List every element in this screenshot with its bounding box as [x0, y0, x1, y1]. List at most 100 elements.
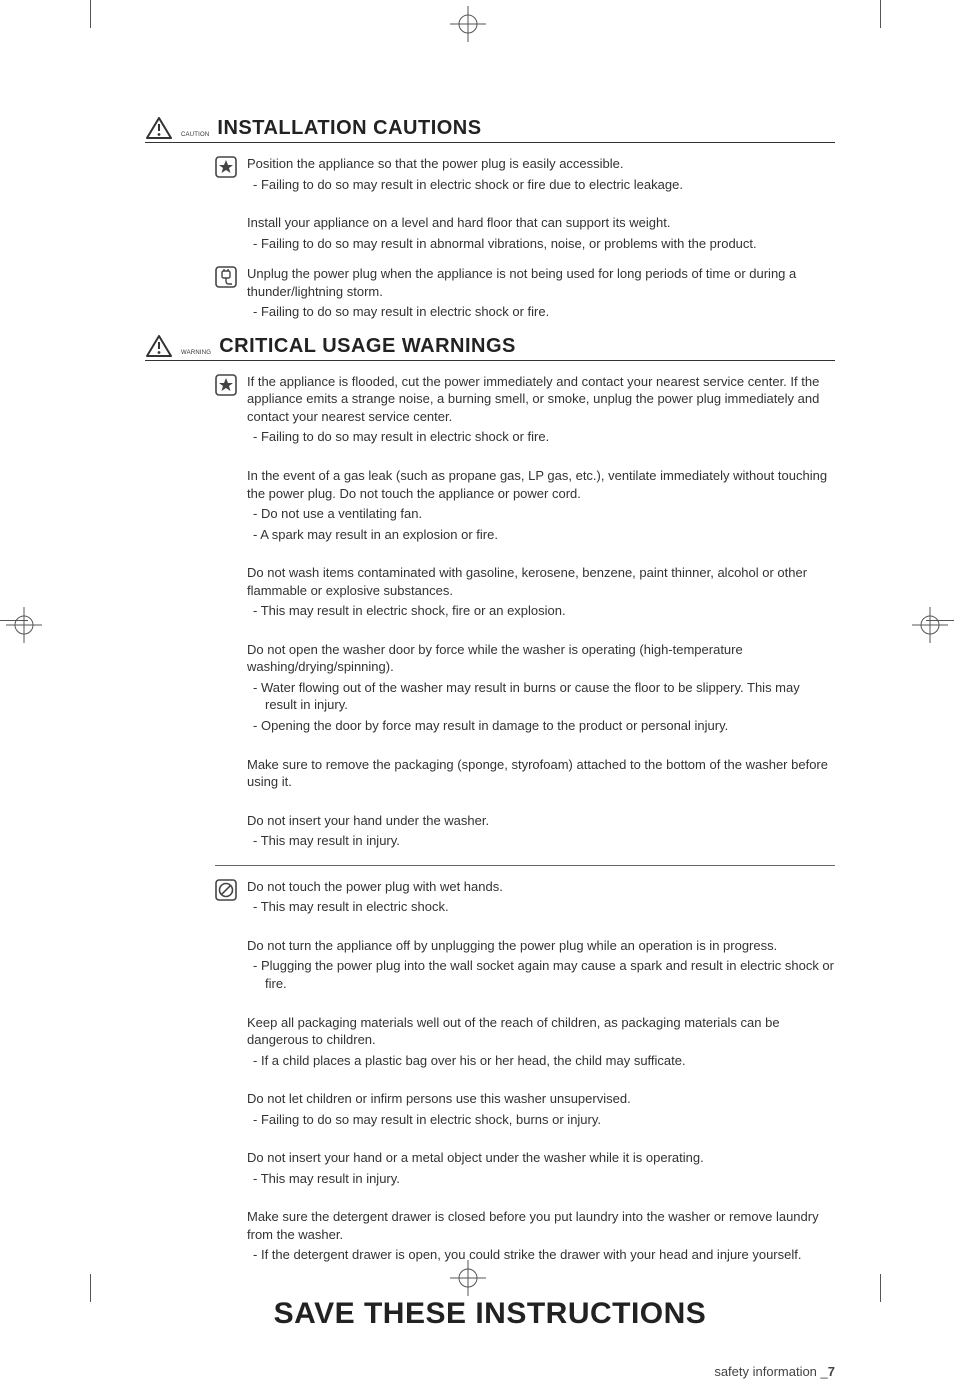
instruction-sub: Opening the door by force may result in …: [247, 717, 835, 735]
section-heading: WARNINGCRITICAL USAGE WARNINGS: [145, 334, 835, 361]
icon-spacer: [215, 1091, 237, 1092]
instruction-body: If the appliance is flooded, cut the pow…: [247, 373, 835, 449]
icon-spacer: [215, 1150, 237, 1151]
crop-mark: [90, 1274, 91, 1302]
instruction-sub: Failing to do so may result in electric …: [247, 176, 835, 194]
icon-spacer: [215, 1015, 237, 1016]
instruction-sub: This may result in electric shock.: [247, 898, 835, 916]
section-title: CRITICAL USAGE WARNINGS: [219, 335, 516, 358]
star-icon: [215, 156, 237, 178]
instruction-body: Do not turn the appliance off by unplugg…: [247, 937, 835, 996]
star-icon: [215, 374, 237, 396]
registration-mark-icon: [6, 607, 42, 643]
instruction-sub: If a child places a plastic bag over his…: [247, 1052, 835, 1070]
instruction-body: Do not touch the power plug with wet han…: [247, 878, 835, 919]
instruction-block: In the event of a gas leak (such as prop…: [215, 467, 835, 546]
instruction-lead: If the appliance is flooded, cut the pow…: [247, 373, 835, 426]
instruction-sub: A spark may result in an explosion or fi…: [247, 526, 835, 544]
instruction-sub: Failing to do so may result in abnormal …: [247, 235, 835, 253]
item-gap: [145, 633, 835, 641]
instruction-block: Position the appliance so that the power…: [215, 155, 835, 196]
page-footer: safety information _7: [714, 1364, 835, 1379]
icon-spacer: [215, 938, 237, 939]
instruction-lead: Position the appliance so that the power…: [247, 155, 835, 173]
instruction-body: Do not let children or infirm persons us…: [247, 1090, 835, 1131]
instruction-body: Make sure to remove the packaging (spong…: [247, 756, 835, 794]
item-gap: [145, 804, 835, 812]
instruction-block: Keep all packaging materials well out of…: [215, 1014, 835, 1073]
instruction-lead: Make sure the detergent drawer is closed…: [247, 1208, 835, 1243]
instruction-sub: If the detergent drawer is open, you cou…: [247, 1246, 835, 1264]
instruction-lead: Do not wash items contaminated with gaso…: [247, 564, 835, 599]
instruction-lead: Keep all packaging materials well out of…: [247, 1014, 835, 1049]
instruction-lead: Do not turn the appliance off by unplugg…: [247, 937, 835, 955]
instruction-block: Do not insert your hand under the washer…: [215, 812, 835, 866]
instruction-block: Unplug the power plug when the appliance…: [215, 265, 835, 324]
icon-spacer: [215, 642, 237, 643]
icon-spacer: [215, 215, 237, 216]
icon-spacer: [215, 757, 237, 758]
instruction-body: Do not insert your hand under the washer…: [247, 812, 835, 853]
instruction-sub: Do not use a ventilating fan.: [247, 505, 835, 523]
instruction-block: Do not wash items contaminated with gaso…: [215, 564, 835, 623]
crop-mark: [880, 1274, 881, 1302]
page-content: CAUTION INSTALLATION CAUTIONS Position the…: [145, 110, 835, 1331]
item-gap: [145, 1200, 835, 1208]
instruction-block: Do not insert your hand or a metal objec…: [215, 1149, 835, 1190]
instruction-body: Keep all packaging materials well out of…: [247, 1014, 835, 1073]
warning-triangle-icon: [145, 334, 173, 358]
instruction-lead: Do not insert your hand under the washer…: [247, 812, 835, 830]
instruction-lead: Do not touch the power plug with wet han…: [247, 878, 835, 896]
icon-spacer: [215, 813, 237, 814]
section-heading: CAUTION INSTALLATION CAUTIONS: [145, 116, 835, 143]
instruction-block: Make sure the detergent drawer is closed…: [215, 1208, 835, 1267]
item-gap: [145, 1006, 835, 1014]
icon-spacer: [215, 1209, 237, 1210]
page-number: 7: [828, 1364, 835, 1379]
item-gap: [145, 556, 835, 564]
instruction-lead: Do not let children or infirm persons us…: [247, 1090, 835, 1108]
instruction-sub: Failing to do so may result in electric …: [247, 1111, 835, 1129]
item-gap: [145, 1082, 835, 1090]
warning-triangle-icon: [145, 116, 173, 140]
instruction-block: Do not let children or infirm persons us…: [215, 1090, 835, 1131]
instruction-body: Position the appliance so that the power…: [247, 155, 835, 196]
prohibit-icon-slot: [215, 879, 237, 906]
star-icon-slot: [215, 374, 237, 401]
item-gap: [145, 748, 835, 756]
instruction-block: If the appliance is flooded, cut the pow…: [215, 373, 835, 449]
instruction-sub: Plugging the power plug into the wall so…: [247, 957, 835, 992]
crop-mark: [880, 0, 881, 28]
icon-spacer: [215, 468, 237, 469]
plug-icon: [215, 266, 237, 288]
instruction-body: Do not open the washer door by force whi…: [247, 641, 835, 738]
instruction-body: Do not wash items contaminated with gaso…: [247, 564, 835, 623]
icon-spacer: [215, 565, 237, 566]
instruction-block: Install your appliance on a level and ha…: [215, 214, 835, 255]
plug-icon-slot: [215, 266, 237, 293]
star-icon-slot: [215, 156, 237, 183]
item-gap: [145, 1141, 835, 1149]
instruction-sub: This may result in electric shock, fire …: [247, 602, 835, 620]
item-gap: [145, 929, 835, 937]
instruction-lead: In the event of a gas leak (such as prop…: [247, 467, 835, 502]
instruction-sub: This may result in injury.: [247, 1170, 835, 1188]
icon-label: CAUTION: [181, 132, 209, 138]
prohibit-icon: [215, 879, 237, 901]
instruction-lead: Do not insert your hand or a metal objec…: [247, 1149, 835, 1167]
instruction-sub: This may result in injury.: [247, 832, 835, 850]
section-title: INSTALLATION CAUTIONS: [217, 117, 481, 140]
item-gap: [145, 459, 835, 467]
registration-mark-icon: [450, 6, 486, 42]
instruction-block: Make sure to remove the packaging (spong…: [215, 756, 835, 794]
instruction-block: Do not turn the appliance off by unplugg…: [215, 937, 835, 996]
instruction-lead: Install your appliance on a level and ha…: [247, 214, 835, 232]
instruction-block: Do not touch the power plug with wet han…: [215, 878, 835, 919]
instruction-body: Do not insert your hand or a metal objec…: [247, 1149, 835, 1190]
instruction-body: Make sure the detergent drawer is closed…: [247, 1208, 835, 1267]
crop-mark: [90, 0, 91, 28]
instruction-sub: Failing to do so may result in electric …: [247, 303, 835, 321]
instruction-block: Do not open the washer door by force whi…: [215, 641, 835, 738]
item-gap: [145, 206, 835, 214]
instruction-body: Install your appliance on a level and ha…: [247, 214, 835, 255]
